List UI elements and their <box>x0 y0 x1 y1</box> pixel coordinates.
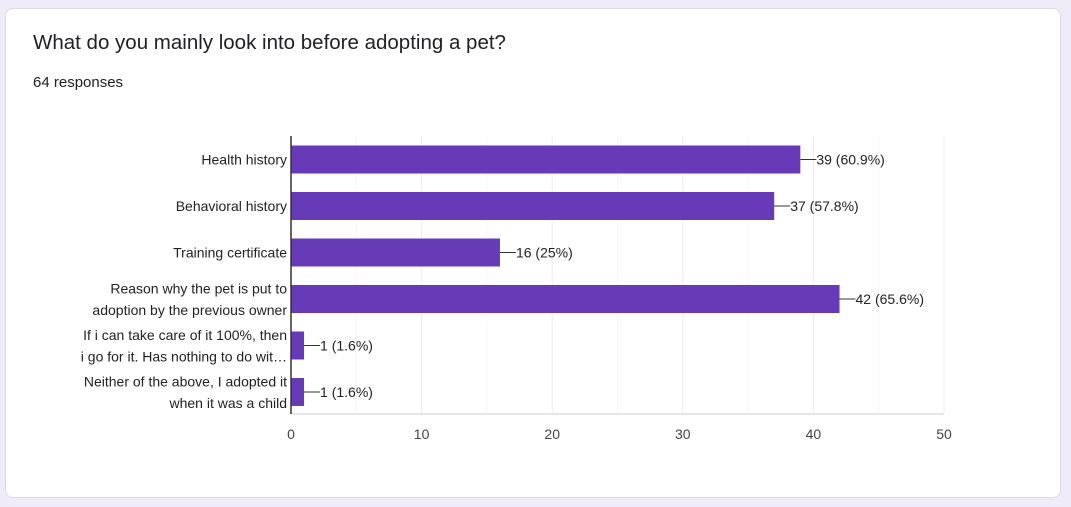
bar-5 <box>291 331 305 360</box>
x-tick-label-20: 20 <box>544 426 560 442</box>
category-label-5-line-1: If i can take care of it 100%, then <box>83 327 287 343</box>
bar-1 <box>291 145 801 174</box>
category-label-4-line-1: Reason why the pet is put to <box>110 280 287 296</box>
bar-6 <box>291 378 305 406</box>
x-tick-label-0: 0 <box>287 426 295 442</box>
data-label-6: 1 (1.6%) <box>320 384 373 400</box>
category-label-6-line-1: Neither of the above, I adopted it <box>84 373 287 389</box>
category-label-1-line-1: Health history <box>201 152 287 168</box>
data-label-1: 39 (60.9%) <box>816 152 884 168</box>
data-label-3: 16 (25%) <box>516 245 573 261</box>
category-label-4-line-2: adoption by the previous owner <box>92 302 287 318</box>
x-tick-label-40: 40 <box>806 426 822 442</box>
category-label-2-line-1: Behavioral history <box>176 198 287 214</box>
category-label-5-line-2: i go for it. Has nothing to do wit… <box>81 348 287 364</box>
x-tick-label-10: 10 <box>414 426 430 442</box>
bar-2 <box>291 192 775 220</box>
bar-3 <box>291 238 500 267</box>
question-title: What do you mainly look into before adop… <box>33 31 506 54</box>
x-tick-label-50: 50 <box>936 426 952 442</box>
response-count: 64 responses <box>33 74 124 91</box>
category-label-6-line-2: when it was a child <box>168 395 287 411</box>
category-label-3-line-1: Training certificate <box>173 245 287 261</box>
data-label-2: 37 (57.8%) <box>790 198 858 214</box>
data-label-5: 1 (1.6%) <box>320 338 373 354</box>
x-tick-label-30: 30 <box>675 426 691 442</box>
bar-4 <box>291 285 840 313</box>
data-label-4: 42 (65.6%) <box>856 291 924 307</box>
question-card <box>5 8 1061 498</box>
